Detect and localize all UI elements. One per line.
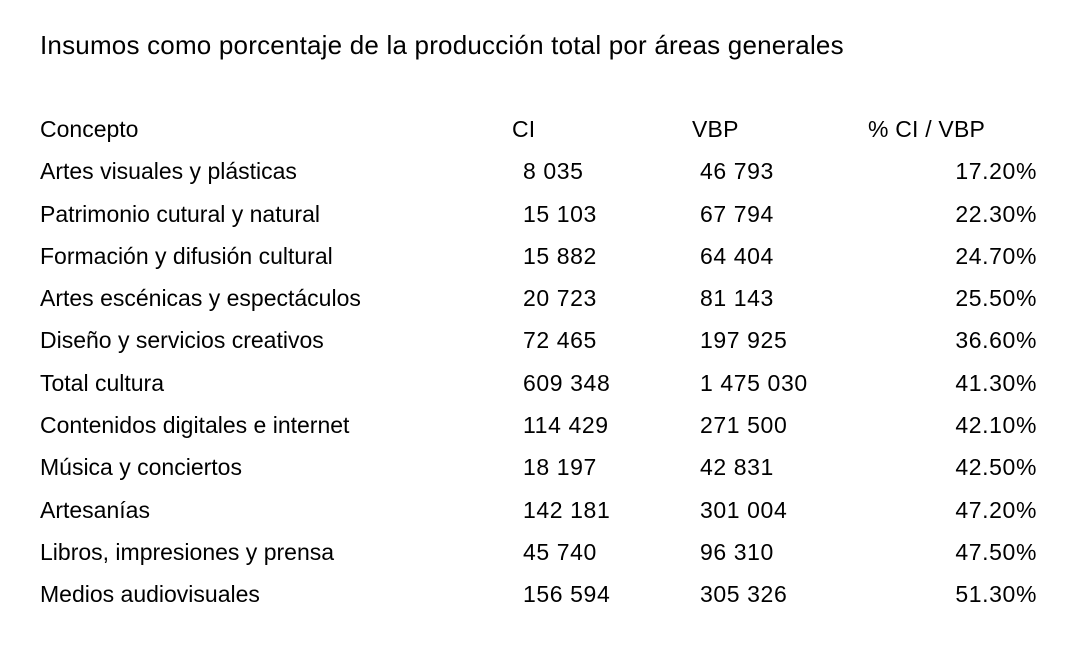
table-header-row: Concepto CI VBP % CI / VBP bbox=[40, 108, 1037, 150]
column-header-concepto: Concepto bbox=[40, 116, 139, 142]
row-vbp-value: 96 310 bbox=[700, 538, 774, 565]
row-pct-value: 17.20% bbox=[955, 158, 1037, 185]
row-concepto: Artes visuales y plásticas bbox=[40, 158, 297, 185]
row-ci-value: 8 035 bbox=[523, 158, 584, 185]
table-row: Diseño y servicios creativos 72 465 197 92… bbox=[40, 319, 1037, 361]
row-concepto: Libros, impresiones y prensa bbox=[40, 538, 335, 565]
table-row: Libros, impresiones y prensa 45 740 96 310… bbox=[40, 531, 1037, 573]
row-vbp-value: 46 793 bbox=[700, 158, 774, 185]
data-table: Concepto CI VBP % CI / VBP Artes visuale… bbox=[40, 108, 1037, 616]
row-concepto: Diseño y servicios creativos bbox=[40, 327, 324, 354]
row-vbp-value: 1 475 030 bbox=[700, 369, 808, 396]
table-row: Música y conciertos 18 197 42 831 42.50% bbox=[40, 446, 1037, 488]
row-concepto: Total cultura bbox=[40, 369, 165, 396]
table-row: Total cultura 609 348 1 475 030 41.30% bbox=[40, 362, 1037, 404]
row-ci-value: 45 740 bbox=[523, 538, 597, 565]
row-pct-value: 24.70% bbox=[955, 242, 1037, 269]
page-title: Insumos como porcentaje de la producción… bbox=[40, 30, 844, 60]
row-pct-value: 51.30% bbox=[955, 581, 1037, 608]
row-ci-value: 609 348 bbox=[523, 369, 611, 396]
table-row: Formación y difusión cultural 15 882 64 40… bbox=[40, 235, 1037, 277]
row-vbp-value: 197 925 bbox=[700, 327, 788, 354]
row-ci-value: 156 594 bbox=[523, 581, 611, 608]
column-header-pct-ci-vbp: % CI / VBP bbox=[868, 116, 986, 142]
row-ci-value: 15 882 bbox=[523, 242, 597, 269]
row-pct-value: 22.30% bbox=[955, 200, 1037, 227]
row-ci-value: 114 429 bbox=[523, 412, 609, 439]
row-vbp-value: 42 831 bbox=[700, 454, 774, 481]
row-vbp-value: 81 143 bbox=[700, 285, 774, 312]
row-ci-value: 142 181 bbox=[523, 496, 611, 523]
row-pct-value: 25.50% bbox=[955, 285, 1037, 312]
row-ci-value: 20 723 bbox=[523, 285, 597, 312]
row-vbp-value: 67 794 bbox=[700, 200, 774, 227]
row-concepto: Artesanías bbox=[40, 496, 150, 523]
row-pct-value: 42.10% bbox=[955, 412, 1037, 439]
row-concepto: Contenidos digitales e internet bbox=[40, 412, 350, 439]
row-vbp-value: 301 004 bbox=[700, 496, 788, 523]
row-pct-value: 42.50% bbox=[955, 454, 1037, 481]
row-concepto: Formación y difusión cultural bbox=[40, 242, 333, 269]
table-row: Patrimonio cutural y natural 15 103 67 794… bbox=[40, 193, 1037, 235]
row-ci-value: 15 103 bbox=[523, 200, 597, 227]
row-pct-value: 41.30% bbox=[955, 369, 1037, 396]
row-concepto: Patrimonio cutural y natural bbox=[40, 200, 320, 227]
row-ci-value: 72 465 bbox=[523, 327, 597, 354]
table-row: Artes escénicas y espectáculos 20 723 81 1… bbox=[40, 277, 1037, 319]
row-vbp-value: 271 500 bbox=[700, 412, 788, 439]
table-row: Artes visuales y plásticas 8 035 46 793 17.… bbox=[40, 150, 1037, 192]
table-row: Artesanías 142 181 301 004 47.20% bbox=[40, 489, 1037, 531]
row-vbp-value: 305 326 bbox=[700, 581, 788, 608]
row-concepto: Música y conciertos bbox=[40, 454, 242, 481]
table-row: Contenidos digitales e internet 114 429 27… bbox=[40, 404, 1037, 446]
table-row: Medios audiovisuales 156 594 305 326 51.30% bbox=[40, 573, 1037, 615]
row-concepto: Medios audiovisuales bbox=[40, 581, 260, 608]
row-vbp-value: 64 404 bbox=[700, 242, 774, 269]
column-header-vbp: VBP bbox=[692, 116, 739, 142]
row-pct-value: 47.20% bbox=[955, 496, 1037, 523]
row-pct-value: 47.50% bbox=[955, 538, 1037, 565]
row-ci-value: 18 197 bbox=[523, 454, 597, 481]
column-header-ci: CI bbox=[512, 116, 536, 142]
row-pct-value: 36.60% bbox=[955, 327, 1037, 354]
row-concepto: Artes escénicas y espectáculos bbox=[40, 285, 361, 312]
table-body: Artes visuales y plásticas 8 035 46 793 17.… bbox=[40, 150, 1037, 615]
